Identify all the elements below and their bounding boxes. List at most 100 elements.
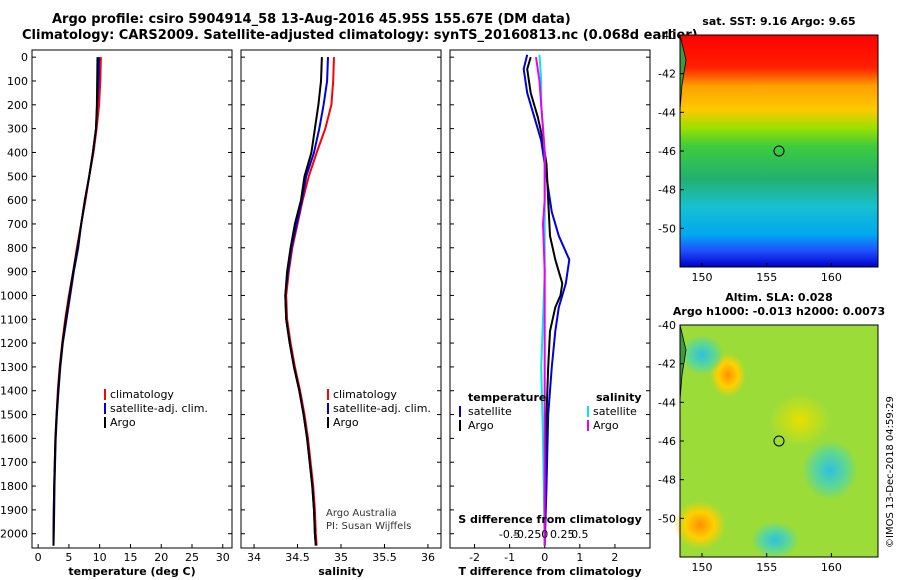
map-y-tick-label: -50 [658,512,676,525]
map-x-tick-label: 150 [692,561,713,574]
map-x-tick-label: 155 [756,271,777,284]
sst-map-title: sat. SST: 9.16 Argo: 9.65 [702,15,855,28]
legend-label: satellite-adj. clim. [110,402,208,415]
difference-panel: -2 -1 0 1 2T difference from climatology temp… [450,54,650,578]
map-x-tick-label: 150 [692,271,713,284]
y-tick-label: 1800 [0,480,28,493]
sla-map [674,324,879,558]
difference-panel-frame [449,49,651,549]
sla-map-title-1: Altim. SLA: 0.028 [725,291,832,304]
y-tick-label: 1700 [0,456,28,469]
map-x-tick-label: 160 [821,271,842,284]
temperature-panel: 0100200300400500600700800900100011001200… [0,51,232,578]
legend-label: Argo [110,416,136,429]
sst-map [679,34,879,268]
series-satellite [284,57,329,546]
map-y-tick-label: -44 [658,396,676,409]
x-axis-label: T difference from climatology [458,565,641,578]
map-y-tick-label: -44 [658,106,676,119]
y-tick-label: 1400 [0,385,28,398]
legend-label: climatology [110,388,174,401]
series-argo [52,57,99,546]
y-tick-label: 1300 [0,361,28,374]
x-axis-label: temperature (deg C) [68,565,195,578]
y-tick-label: 1100 [0,313,28,326]
map-x-tick-label: 160 [821,561,842,574]
legend-temperature-header: temperature [468,391,546,404]
x-tick-label: 20 [154,551,168,564]
x-tick-label: 25 [185,551,199,564]
series-climatology [52,57,102,546]
salinity-panel: 34 34.5 35 35.5 36 salinity climatologysatelli… [241,56,441,578]
x-tick-label: 34 [247,551,261,564]
sla-map-anomaly-cool-3 [751,522,799,558]
map-ticks: -40 -42 -44 -46 -48 -50 150 155 160 -40 -42 -44 -46 -… [658,29,842,574]
credit-org: Argo Australia [326,508,397,519]
x-tick-label: 0 [541,551,548,564]
y-tick-label: 200 [7,99,28,112]
map-y-tick-label: -46 [658,145,676,158]
legend-label: Argo [468,419,494,432]
x-tick-label: 35.5 [372,551,397,564]
series-argo [284,57,323,546]
x-axis-label: salinity [318,565,364,578]
x-tick-label: 10 [93,551,107,564]
sla-map-anomaly-cool-2 [802,440,858,500]
x-tick-label: 1 [576,551,583,564]
x-tick-label: 36 [421,551,435,564]
legend-salinity-header: salinity [596,391,642,404]
sla-map-anomaly-cool [680,335,724,375]
legend-label: Argo [333,416,359,429]
sla-map-title-2: Argo h1000: -0.013 h2000: 0.0073 [673,305,885,318]
sst-map-field [680,35,878,267]
sla-argo-marker [773,435,785,447]
map-y-tick-label: -48 [658,474,676,487]
legend-label: climatology [333,388,397,401]
x-tick-label: -2 [469,551,480,564]
map-y-tick-label: -48 [658,184,676,197]
map-y-tick-label: -40 [658,29,676,42]
legend-label: satellite [593,405,637,418]
legend-label: satellite-adj. clim. [333,402,431,415]
x-tick-label: 15 [123,551,137,564]
s-difference-tick-label: 0.25 [550,528,575,541]
x-tick-label: 2 [611,551,618,564]
y-tick-label: 400 [7,146,28,159]
s-difference-tick-label: 0 [541,528,548,541]
y-tick-label: 100 [7,75,28,88]
header-line-1: Argo profile: csiro 5904914_58 13-Aug-20… [52,12,571,27]
y-tick-label: 1000 [0,289,28,302]
y-tick-label: 1500 [0,409,28,422]
y-tick-label: 500 [7,170,28,183]
series-s-argo [535,56,546,546]
imos-timestamp: ©IMOS 13-Dec-2018 04:59:29 [885,396,896,548]
map-y-tick-label: -40 [658,319,676,332]
temperature-panel-frame [31,49,233,549]
y-tick-label: 1900 [0,504,28,517]
x-tick-label: 0 [35,551,42,564]
map-y-tick-label: -50 [658,222,676,235]
series-satellite [52,57,101,546]
x-tick-label: 30 [216,551,230,564]
sla-map-anomaly-mild [770,394,830,446]
salinity-panel-frame [240,49,442,549]
s-difference-tick-label: -0.5 [499,528,520,541]
sst-argo-marker [773,145,785,157]
map-x-tick-label: 155 [756,561,777,574]
x-tick-label: -1 [504,551,515,564]
s-difference-tick-label: 0.5 [571,528,589,541]
y-tick-label: 900 [7,266,28,279]
sla-map-anomaly-warm-2 [674,501,726,549]
legend-label: satellite [468,405,512,418]
credit-pi: PI: Susan Wijffels [326,521,411,532]
map-y-tick-label: -42 [658,68,676,81]
legend-label: Argo [593,419,619,432]
x-tick-label: 34.5 [285,551,310,564]
y-tick-label: 0 [21,51,28,64]
s-difference-tick-label: -0.25 [513,528,541,541]
x-tick-label: 35 [334,551,348,564]
header-line-2: Climatology: CARS2009. Satellite-adjuste… [22,28,698,43]
y-tick-label: 2000 [0,528,28,541]
x-tick-label: 5 [65,551,72,564]
